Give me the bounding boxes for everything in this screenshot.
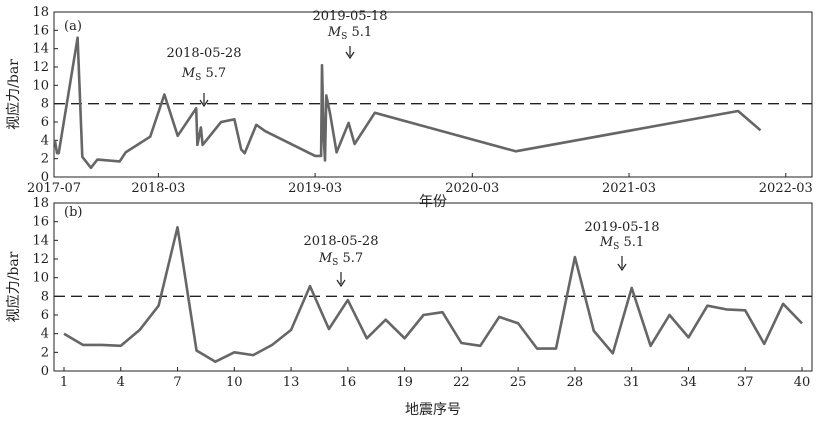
y-tick-label: 8: [41, 97, 49, 112]
annotation-arrow-head: [199, 99, 209, 108]
y-tick-label: 14: [32, 233, 49, 248]
x-tick-label: 40: [794, 375, 811, 390]
panel-tag: (a): [64, 19, 82, 34]
annotation-date: 2018-05-28: [167, 46, 242, 61]
y-tick-label: 8: [41, 289, 49, 304]
y-tick-label: 0: [41, 170, 49, 185]
x-tick-label: 2018-03: [131, 181, 185, 196]
x-tick-label: 22: [453, 375, 470, 390]
series-line: [53, 36, 762, 170]
y-tick-label: 12: [32, 60, 49, 75]
x-tick-label: 25: [510, 375, 527, 390]
y-tick-label: 12: [32, 252, 49, 267]
annotation-arrow-head: [336, 279, 346, 288]
annotation-magnitude: MS 5.7: [181, 66, 226, 83]
y-tick-label: 2: [41, 345, 49, 360]
x-tick-label: 13: [283, 375, 300, 390]
plot-frame: [53, 202, 813, 372]
y-tick-label: 14: [32, 42, 49, 57]
annotation-arrow-head: [617, 263, 627, 272]
annotation-arrow-head: [345, 51, 355, 60]
x-axis-title: 地震序号: [405, 402, 461, 418]
x-tick-label: 7: [173, 375, 181, 390]
y-tick-label: 0: [41, 364, 49, 379]
y-axis-title: 视应力/bar: [5, 59, 22, 130]
x-tick-label: 16: [340, 375, 357, 390]
annotation-magnitude: MS 5.7: [318, 251, 363, 268]
x-tick-label: 10: [226, 375, 243, 390]
y-axis-title: 视应力/bar: [5, 251, 22, 322]
annotation-magnitude: MS 5.1: [327, 25, 372, 42]
x-tick-label: 4: [117, 375, 125, 390]
y-tick-label: 16: [32, 215, 49, 230]
x-tick-label: 34: [680, 375, 697, 390]
y-tick-label: 2: [41, 152, 49, 167]
x-axis-title: 年份: [419, 194, 447, 210]
x-tick-label: 31: [623, 375, 640, 390]
annotation-magnitude: MS 5.1: [599, 235, 644, 252]
x-tick-label: 1: [60, 375, 68, 390]
annotation-date: 2018-05-28: [304, 234, 379, 249]
x-tick-label: 2020-03: [445, 181, 499, 196]
y-tick-label: 18: [32, 5, 49, 20]
panel-tag: (b): [64, 205, 82, 220]
y-tick-label: 10: [32, 271, 49, 286]
x-tick-label: 2017-07: [27, 181, 81, 196]
annotation-date: 2019-05-18: [313, 9, 388, 24]
y-tick-label: 18: [32, 196, 49, 211]
y-tick-label: 4: [41, 133, 49, 148]
y-tick-label: 16: [32, 23, 49, 38]
x-tick-label: 2021-03: [602, 181, 656, 196]
y-tick-label: 6: [41, 115, 49, 130]
plot-frame: [53, 11, 813, 178]
y-tick-label: 4: [41, 327, 49, 342]
series-line: [63, 226, 803, 364]
annotation-date: 2019-05-18: [585, 220, 660, 235]
y-tick-label: 10: [32, 78, 49, 93]
y-tick-label: 6: [41, 308, 49, 323]
x-tick-label: 2019-03: [288, 181, 342, 196]
x-tick-label: 2022-03: [759, 181, 813, 196]
x-tick-label: 37: [737, 375, 754, 390]
x-tick-label: 28: [567, 375, 584, 390]
x-tick-label: 19: [396, 375, 413, 390]
